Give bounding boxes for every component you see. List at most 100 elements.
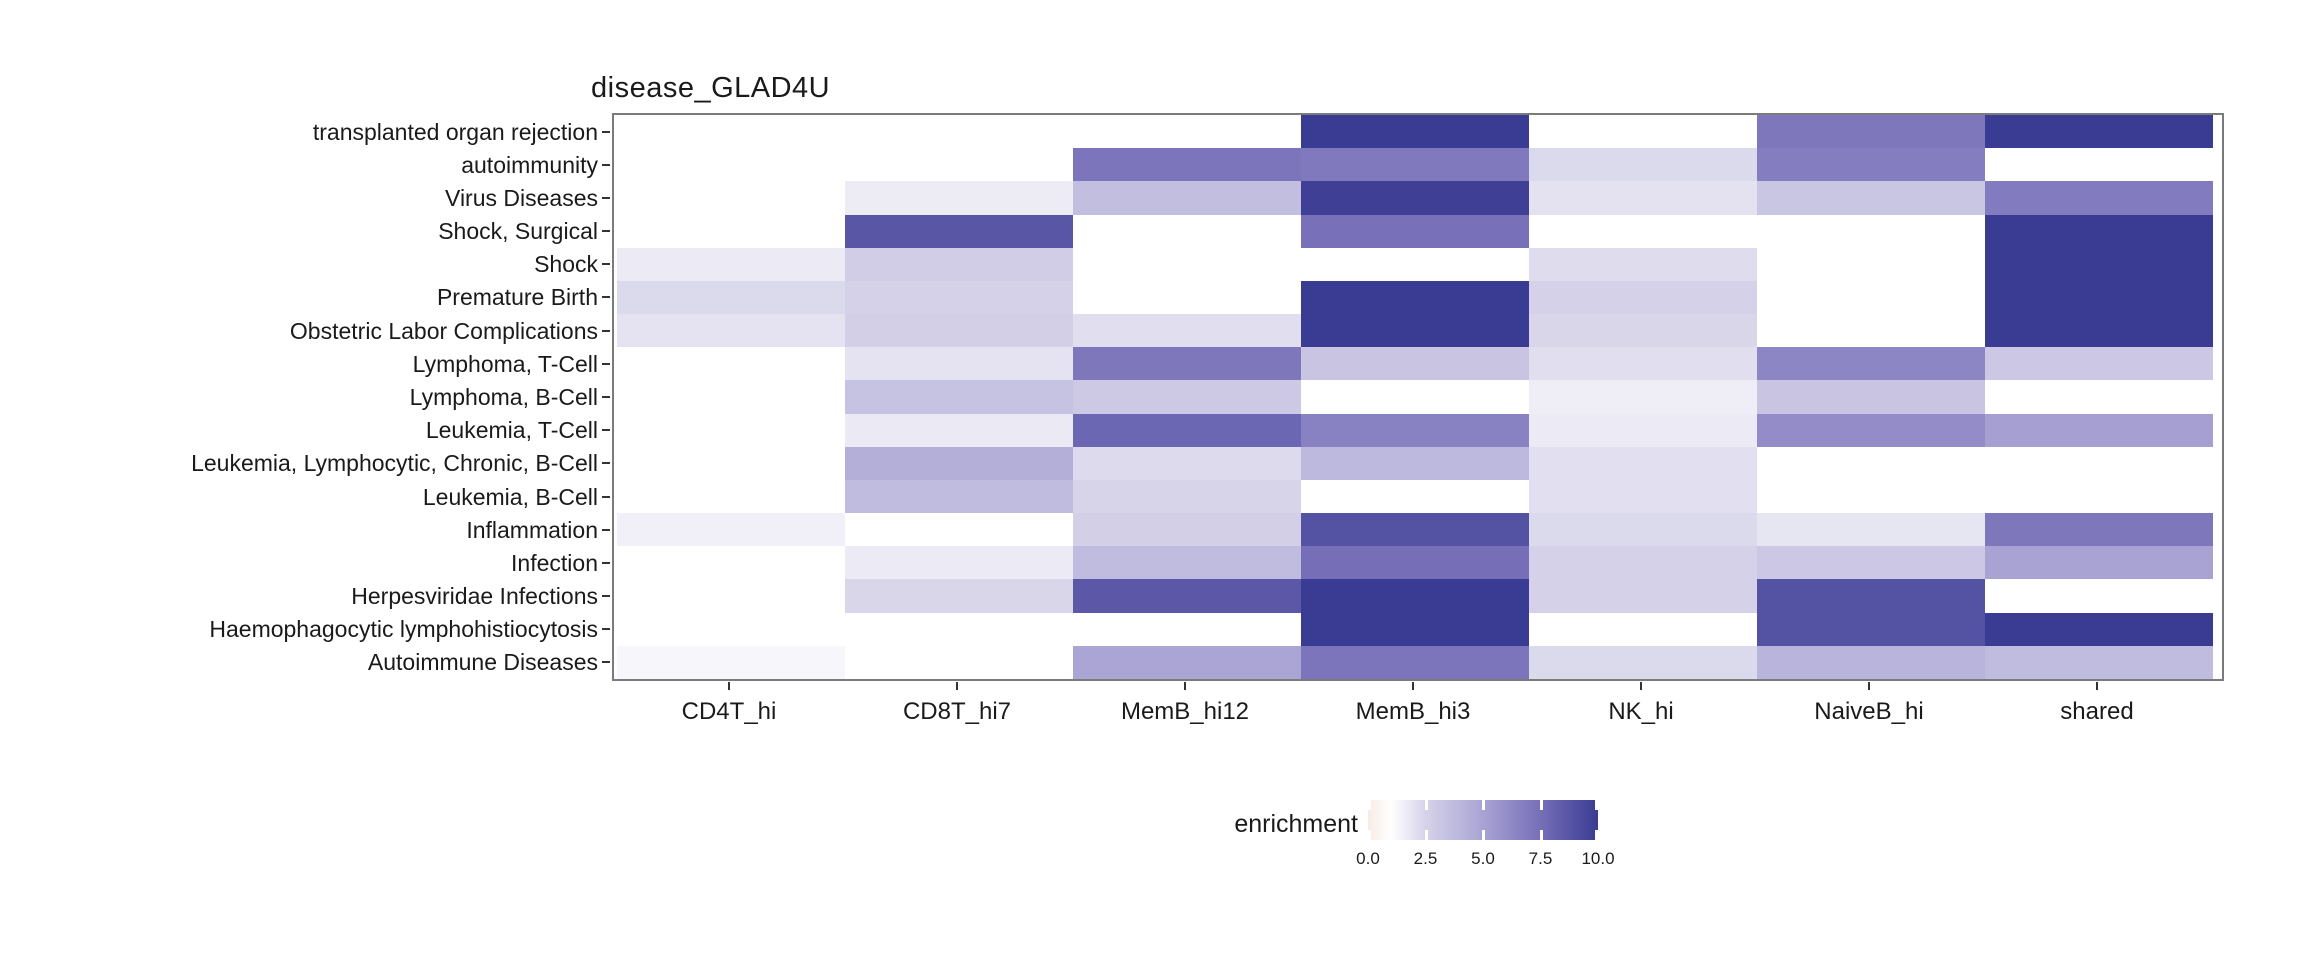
heatmap-cell bbox=[1757, 148, 1985, 182]
heatmap-cell bbox=[1529, 479, 1757, 514]
heatmap-cell bbox=[617, 380, 845, 414]
y-axis-tick bbox=[602, 528, 610, 531]
heatmap-cell bbox=[1985, 214, 2213, 248]
heatmap-cell bbox=[845, 546, 1073, 580]
legend-tick-mark bbox=[1368, 800, 1371, 810]
y-axis-label: Haemophagocytic lymphohistiocytosis bbox=[209, 616, 598, 643]
y-axis-tick bbox=[602, 595, 610, 598]
heatmap-cell bbox=[845, 181, 1073, 215]
heatmap-cell bbox=[1757, 314, 1985, 348]
heatmap-cell bbox=[1073, 479, 1301, 514]
x-axis-label: CD4T_hi bbox=[681, 698, 777, 725]
heatmap-cell bbox=[1301, 546, 1529, 580]
x-axis-label: NK_hi bbox=[1608, 698, 1674, 725]
y-axis-label: transplanted organ rejection bbox=[312, 118, 598, 145]
legend-tick-mark bbox=[1595, 830, 1598, 840]
y-axis-tick bbox=[602, 329, 610, 332]
heatmap-cell bbox=[1985, 314, 2213, 348]
heatmap-cell bbox=[1073, 148, 1301, 182]
heatmap-cell bbox=[1301, 380, 1529, 414]
heatmap-cell bbox=[1073, 115, 1301, 149]
heatmap-cell bbox=[845, 645, 1073, 679]
heatmap-cell bbox=[1985, 380, 2213, 414]
legend-tick-label: 0.0 bbox=[1356, 849, 1380, 868]
heatmap-cell bbox=[1757, 280, 1985, 315]
heatmap-cell bbox=[1985, 148, 2213, 182]
x-axis-label: MemB_hi3 bbox=[1355, 698, 1471, 725]
y-axis-label: Obstetric Labor Complications bbox=[289, 317, 598, 344]
heatmap-cell bbox=[1529, 513, 1757, 547]
heatmap-cell bbox=[1985, 347, 2213, 381]
heatmap-cell bbox=[1757, 612, 1985, 646]
heatmap-cell bbox=[1757, 214, 1985, 248]
heatmap-cell bbox=[617, 579, 845, 613]
y-axis-tick bbox=[602, 163, 610, 166]
heatmap-cell bbox=[617, 247, 845, 281]
heatmap-cell bbox=[1757, 380, 1985, 414]
heatmap-cell bbox=[1301, 115, 1529, 149]
heatmap-cell bbox=[1529, 413, 1757, 447]
heatmap-cell bbox=[845, 247, 1073, 281]
heatmap-cell bbox=[1985, 479, 2213, 514]
y-axis-tick bbox=[602, 429, 610, 432]
legend-tick-mark bbox=[1368, 830, 1371, 840]
legend-title: enrichment bbox=[1234, 810, 1358, 838]
heatmap-cell bbox=[1985, 115, 2213, 149]
y-axis-label: Infection bbox=[511, 549, 598, 576]
heatmap-cell bbox=[1757, 446, 1985, 480]
heatmap-cell bbox=[1073, 546, 1301, 580]
heatmap-cell bbox=[617, 479, 845, 514]
y-axis-label: autoimmunity bbox=[461, 151, 598, 178]
heatmap-cells bbox=[617, 115, 2213, 679]
heatmap-cell bbox=[617, 612, 845, 646]
heatmap-cell bbox=[1301, 347, 1529, 381]
y-axis-label: Leukemia, T-Cell bbox=[425, 417, 598, 444]
y-axis-label: Autoimmune Diseases bbox=[367, 649, 598, 676]
heatmap-cell bbox=[1301, 413, 1529, 447]
legend-tick-mark bbox=[1539, 830, 1543, 840]
heatmap-cell bbox=[1073, 645, 1301, 679]
y-axis-tick bbox=[602, 462, 610, 465]
heatmap-cell bbox=[1073, 347, 1301, 381]
legend-tick-mark bbox=[1482, 830, 1485, 840]
y-axis-label: Lymphoma, B-Cell bbox=[409, 384, 598, 410]
heatmap-cell bbox=[617, 546, 845, 580]
heatmap-cell bbox=[1757, 645, 1985, 679]
y-axis-tick bbox=[602, 362, 610, 365]
heatmap-cell bbox=[1301, 645, 1529, 679]
x-axis-tick bbox=[1184, 682, 1186, 690]
legend-tick-label: 2.5 bbox=[1413, 849, 1438, 868]
heatmap-cell bbox=[1301, 612, 1529, 646]
heatmap-cell bbox=[1985, 413, 2213, 447]
x-axis-label: shared bbox=[2060, 698, 2134, 725]
y-axis-tick bbox=[602, 263, 610, 266]
y-axis-tick bbox=[602, 661, 610, 664]
heatmap-cell bbox=[1757, 347, 1985, 381]
heatmap-cell bbox=[1301, 181, 1529, 215]
y-axis-tick bbox=[602, 628, 610, 631]
heatmap-cell bbox=[1301, 247, 1529, 281]
heatmap-cell bbox=[1757, 181, 1985, 215]
y-axis-tick bbox=[602, 495, 610, 498]
heatmap-cell bbox=[1529, 314, 1757, 348]
heatmap-cell bbox=[1529, 579, 1757, 613]
legend-tick-mark bbox=[1424, 830, 1428, 840]
heatmap-cell bbox=[617, 413, 845, 447]
heatmap-cell bbox=[845, 612, 1073, 646]
heatmap-cell bbox=[845, 579, 1073, 613]
y-axis-tick bbox=[602, 130, 610, 133]
y-axis-label: Leukemia, B-Cell bbox=[422, 483, 598, 510]
y-axis-tick bbox=[602, 296, 610, 299]
legend-gradient-bar bbox=[1368, 800, 1598, 840]
heatmap-cell bbox=[617, 181, 845, 215]
heatmap-cell bbox=[845, 148, 1073, 182]
heatmap-cell bbox=[617, 214, 845, 248]
legend-tick-mark bbox=[1424, 800, 1428, 810]
heatmap-cell bbox=[1985, 546, 2213, 580]
x-axis-tick bbox=[1412, 682, 1414, 690]
heatmap-cell bbox=[617, 347, 845, 381]
heatmap-cell bbox=[1301, 148, 1529, 182]
heatmap-cell bbox=[1301, 579, 1529, 613]
heatmap-cell bbox=[1529, 115, 1757, 149]
